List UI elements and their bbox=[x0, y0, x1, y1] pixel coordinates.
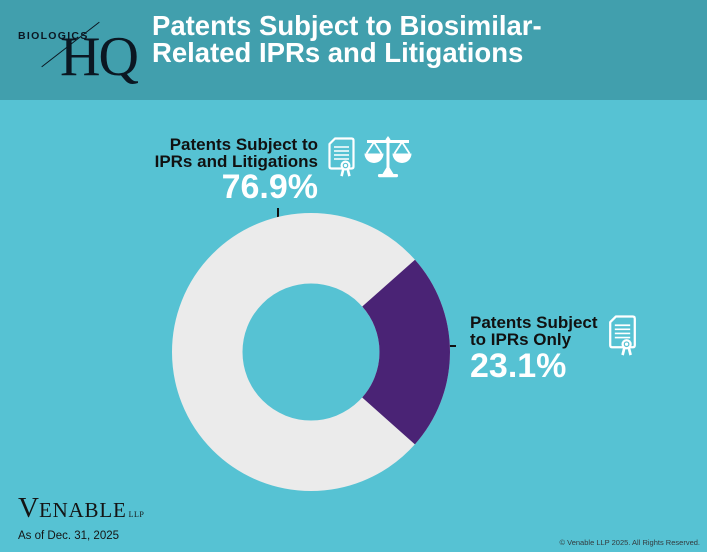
document-seal-icon bbox=[328, 137, 355, 177]
scales-icon bbox=[364, 136, 412, 178]
document-text-lines bbox=[614, 324, 631, 339]
venable-logo-llp: LLP bbox=[128, 510, 145, 519]
scales-right-pan bbox=[392, 153, 412, 163]
seal-ribbon-right bbox=[627, 347, 632, 356]
scales-left-pan bbox=[364, 153, 384, 163]
seal-rosette bbox=[621, 339, 632, 350]
venable-logo-rest: ENABLE bbox=[38, 498, 127, 522]
seal-ribbon-left bbox=[340, 169, 345, 177]
logo-biologics-text: BIOLOGICS bbox=[18, 30, 89, 42]
document-page-outline bbox=[328, 137, 355, 170]
scales-base-bar bbox=[378, 174, 398, 178]
seal-ribbon-left bbox=[621, 347, 626, 356]
header-band: BIOLOGICS HQ Patents Subject to Biosimil… bbox=[0, 0, 707, 100]
callout-label-iprs-only: Patents Subject to IPRs Only bbox=[470, 313, 598, 349]
seal-ribbon-right bbox=[346, 169, 351, 177]
seal-rosette-center bbox=[342, 162, 349, 169]
document-page-outline bbox=[609, 315, 636, 349]
document-seal-icon bbox=[609, 315, 636, 356]
page-title: Patents Subject to Biosimilar- Related I… bbox=[152, 10, 542, 68]
as-of-date: As of Dec. 31, 2025 bbox=[18, 530, 120, 542]
seal-rosette-center bbox=[623, 341, 630, 348]
donut-chart bbox=[172, 213, 450, 491]
document-text-lines bbox=[334, 146, 349, 160]
logo-hq-text: HQ bbox=[60, 26, 139, 88]
biologics-hq-logo: BIOLOGICS HQ bbox=[18, 21, 150, 94]
donut-slice-minor bbox=[172, 213, 450, 491]
copyright-notice: © Venable LLP 2025. All Rights Reserved. bbox=[559, 538, 700, 547]
venable-logo-v: V bbox=[18, 492, 39, 524]
venable-logo: VENABLE LLP bbox=[18, 494, 144, 523]
callout-label-iprs-litigations: Patents Subject to IPRs and Litigations bbox=[154, 135, 318, 171]
callout-value-iprs-only: 23.1% bbox=[470, 347, 567, 385]
scales-base-stem bbox=[382, 165, 394, 174]
scales-right-hanger bbox=[393, 141, 411, 154]
seal-rosette bbox=[340, 160, 351, 171]
callout-value-iprs-litigations: 76.9% bbox=[221, 168, 318, 206]
scales-left-hanger bbox=[365, 141, 383, 154]
